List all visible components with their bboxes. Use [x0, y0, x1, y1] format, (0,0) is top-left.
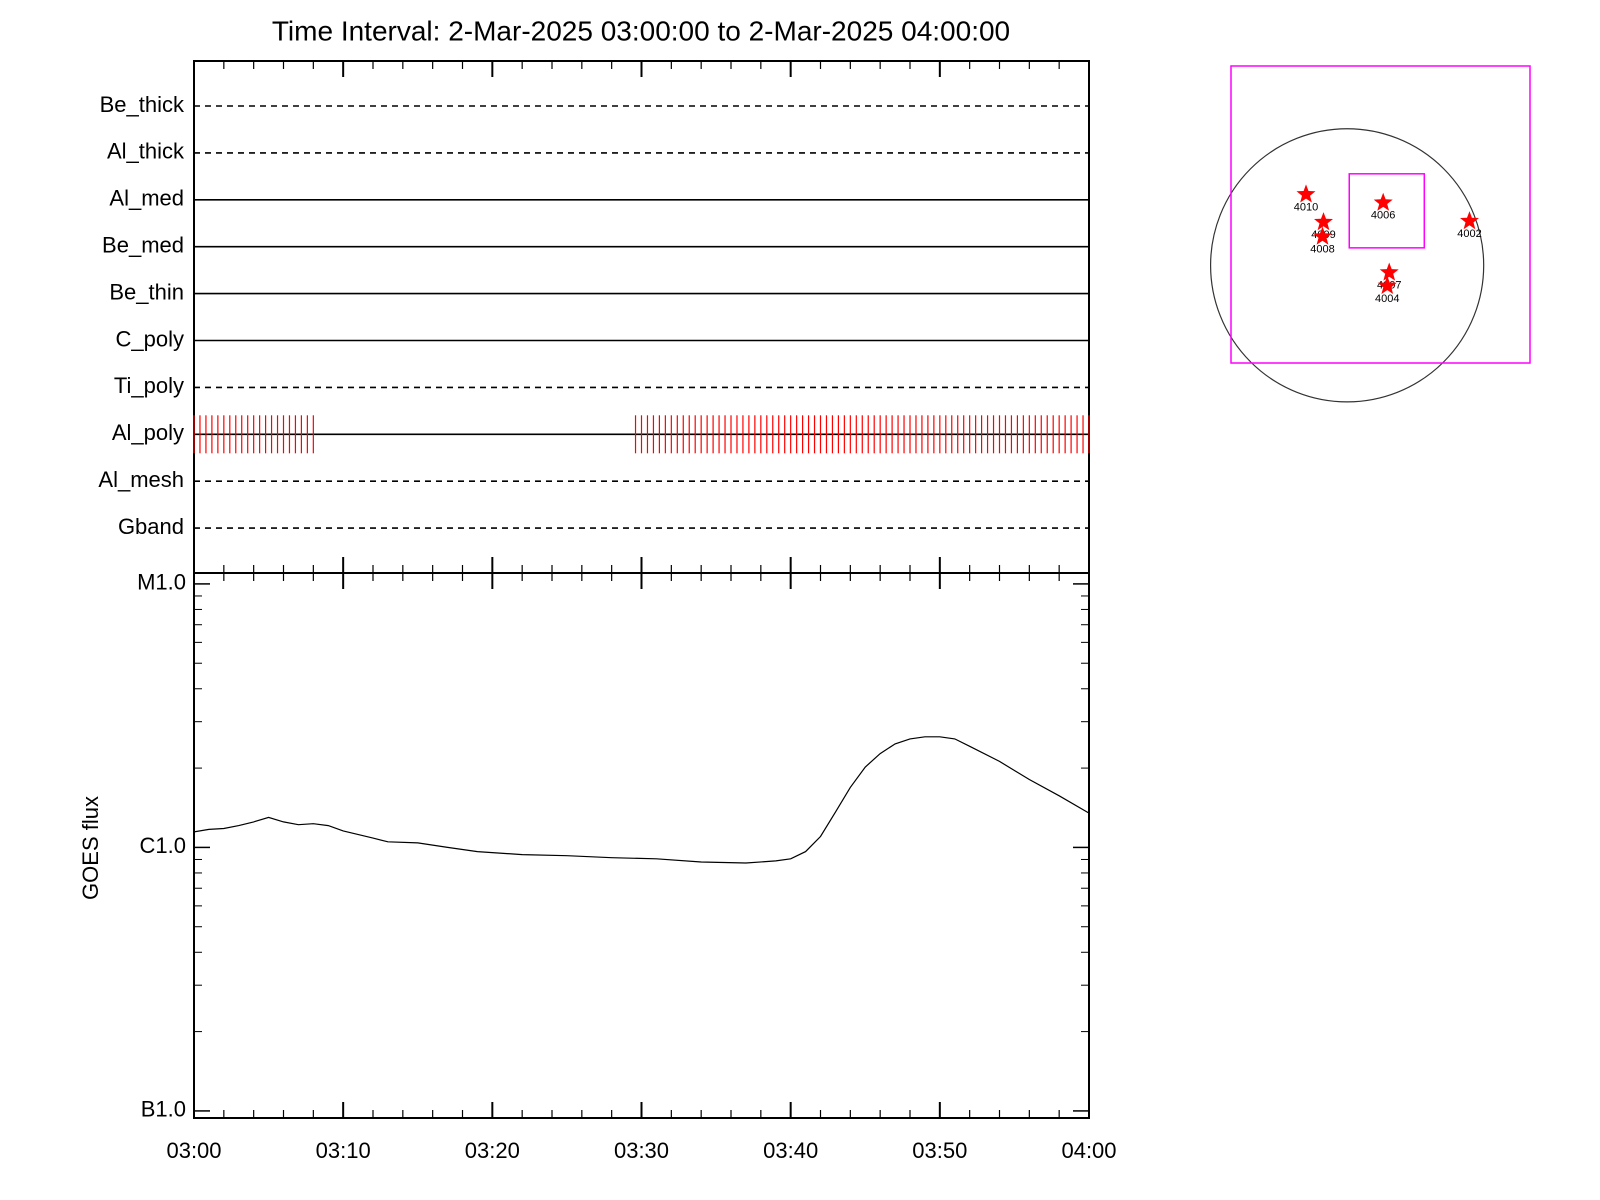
x-tick-label: 03:50 [912, 1138, 967, 1163]
panel-frame [193, 60, 1090, 574]
ar-label: 4010 [1294, 201, 1318, 213]
ar-marker [1313, 226, 1332, 245]
ar-label: 4004 [1375, 293, 1399, 305]
goes-line [193, 736, 1090, 864]
fov-box [1348, 173, 1426, 249]
x-tick-label: 04:00 [1061, 1138, 1116, 1163]
y-tick-label: C1.0 [140, 833, 186, 858]
x-tick-label: 03:40 [763, 1138, 818, 1163]
solar-disk [1209, 128, 1485, 403]
row-label: Al_poly [112, 420, 184, 445]
ar-marker [1460, 211, 1479, 230]
row-label: Be_thin [109, 279, 184, 304]
x-tick-label: 03:20 [465, 1138, 520, 1163]
ar-label: 4002 [1457, 228, 1481, 240]
ar-label: 4006 [1371, 210, 1395, 222]
row-label: Al_mesh [98, 467, 184, 492]
y-tick-label: B1.0 [141, 1097, 186, 1122]
ar-label: 4008 [1310, 244, 1334, 256]
ar-marker [1314, 212, 1333, 231]
row-label: Be_thick [100, 92, 185, 117]
chart-title: Time Interval: 2-Mar-2025 03:00:00 to 2-… [272, 15, 1010, 46]
row-label: Gband [118, 514, 184, 539]
ar-marker [1373, 192, 1393, 211]
row-label: Al_thick [107, 139, 185, 164]
x-tick-label: 03:00 [166, 1138, 221, 1163]
x-tick-label: 03:30 [614, 1138, 669, 1163]
row-label: C_poly [116, 326, 184, 351]
panel-frame [193, 572, 1090, 1119]
row-label: Al_med [109, 186, 184, 211]
map-frame [1230, 65, 1531, 364]
ar-marker [1379, 262, 1399, 281]
y-tick-label: M1.0 [137, 570, 186, 595]
ar-marker [1377, 275, 1397, 294]
ar-marker [1296, 184, 1316, 203]
row-label: Be_med [102, 233, 184, 258]
y-axis-label: GOES flux [78, 796, 103, 900]
x-tick-label: 03:10 [316, 1138, 371, 1163]
row-label: Ti_poly [114, 373, 184, 398]
